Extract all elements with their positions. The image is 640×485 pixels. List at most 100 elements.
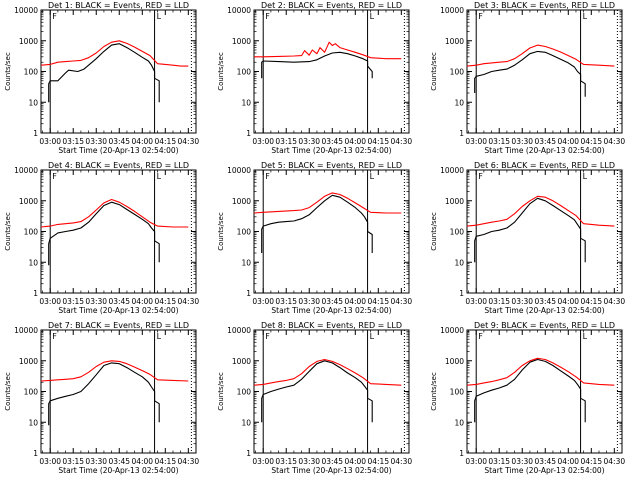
y-axis-label: Counts/sec [217,372,225,411]
x-tick-label: 04:00 [557,297,579,306]
panel-title: Det 8: BLACK = Events, RED = LLD [261,321,402,330]
panel-title: Det 1: BLACK = Events, RED = LLD [48,1,189,10]
y-tick-label: 10000 [440,166,464,175]
x-tick-label: 04:30 [178,297,200,306]
chart-panel-5: 1 10 100 1000 10000 03:00 03:15 03:30 03:45 04:00… [217,161,412,315]
y-tick-label: 10 [241,258,251,267]
plot-frame [253,169,410,294]
series-line-lld [254,41,402,60]
y-axis-label: Counts/sec [430,212,438,251]
marker-label-end: L [583,172,588,181]
x-tick-label: 03:45 [108,297,130,306]
marker-label-start: F [265,172,270,181]
x-tick-label: 03:15 [488,297,510,306]
y-tick-label: 1 [33,129,38,138]
x-tick-label: 03:30 [298,457,320,466]
marker-label-start: F [478,12,483,21]
x-axis-label: Start Time (20-Apr-13 02:54:00) [58,306,178,315]
x-tick-label: 04:30 [391,457,413,466]
x-tick-label: 03:15 [62,297,84,306]
marker-label-start: F [478,172,483,181]
x-tick-label: 03:00 [39,457,61,466]
x-tick-label: 03:15 [275,297,297,306]
y-axis-label: Counts/sec [217,212,225,251]
x-axis-label: Start Time (20-Apr-13 02:54:00) [271,306,391,315]
chart-panel-8: 1 10 100 1000 10000 03:00 03:15 03:30 03:45 04:00… [217,321,412,475]
y-tick-label: 1 [246,289,251,298]
x-tick-label: 03:45 [534,137,556,146]
x-tick-label: 03:15 [275,457,297,466]
marker-label-start: F [52,332,57,341]
panel-title: Det 6: BLACK = Events, RED = LLD [474,161,615,170]
y-tick-label: 10000 [14,6,38,15]
x-tick-label: 04:15 [580,137,602,146]
series-line-lld [253,358,402,386]
y-tick-label: 100 [24,388,39,397]
series-line-lld [466,195,615,227]
marker-label-start: F [265,12,270,21]
y-tick-label: 100 [237,68,252,77]
y-tick-label: 100 [237,388,252,397]
y-axis-label: Counts/sec [430,372,438,411]
plot-frame [253,329,410,454]
x-tick-label: 04:00 [131,297,153,306]
x-tick-label: 03:30 [511,457,533,466]
y-tick-label: 10 [454,418,464,427]
x-tick-label: 03:45 [534,457,556,466]
x-tick-label: 04:15 [580,457,602,466]
panel-title: Det 7: BLACK = Events, RED = LLD [48,321,189,330]
x-tick-label: 03:00 [39,137,61,146]
y-tick-label: 1 [33,289,38,298]
y-axis-label: Counts/sec [217,52,225,91]
series-line-lld [40,198,189,228]
x-tick-label: 03:00 [465,137,487,146]
plot-frame [253,9,410,134]
x-tick-label: 03:30 [511,297,533,306]
x-tick-label: 03:30 [298,137,320,146]
x-tick-label: 03:30 [85,137,107,146]
x-axis-label: Start Time (20-Apr-13 02:54:00) [484,306,604,315]
x-tick-label: 04:00 [131,137,153,146]
y-tick-label: 1000 [19,197,38,206]
chart-panel-7: 1 10 100 1000 10000 03:00 03:15 03:30 03:45 04:00… [4,321,199,475]
x-axis-label: Start Time (20-Apr-13 02:54:00) [484,466,604,475]
marker-label-end: L [370,332,375,341]
chart-panel-4: 1 10 100 1000 10000 03:00 03:15 03:30 03:45 04:00… [4,161,199,315]
marker-label-start: F [52,172,57,181]
x-tick-label: 03:30 [85,297,107,306]
y-tick-label: 10 [28,98,38,107]
y-tick-label: 1000 [232,197,251,206]
y-tick-label: 1000 [19,357,38,366]
x-axis-label: Start Time (20-Apr-13 02:54:00) [271,146,391,155]
x-tick-label: 04:15 [580,297,602,306]
x-tick-label: 03:00 [465,457,487,466]
y-tick-label: 1 [459,129,464,138]
x-tick-label: 04:30 [178,457,200,466]
x-tick-label: 04:30 [604,457,626,466]
marker-label-end: L [370,12,375,21]
x-tick-label: 04:30 [604,137,626,146]
series-line-events [261,51,373,79]
panel-title: Det 9: BLACK = Events, RED = LLD [474,321,615,330]
y-tick-label: 1 [246,129,251,138]
y-tick-label: 1000 [445,197,464,206]
x-tick-label: 03:15 [62,137,84,146]
marker-label-start: F [265,332,270,341]
x-tick-label: 03:45 [321,457,343,466]
x-tick-label: 03:45 [108,137,130,146]
chart-panel-6: 1 10 100 1000 10000 03:00 03:15 03:30 03:45 04:00… [430,161,625,315]
y-tick-label: 10000 [440,326,464,335]
panel-title: Det 4: BLACK = Events, RED = LLD [48,161,189,170]
y-tick-label: 100 [237,228,252,237]
x-tick-label: 04:15 [154,137,176,146]
y-tick-label: 10000 [14,166,38,175]
x-tick-label: 04:15 [367,137,389,146]
series-line-events [48,201,160,266]
series-line-lld [40,40,189,67]
x-tick-label: 04:00 [344,457,366,466]
series-line-events [48,43,160,103]
series-line-lld [253,192,402,214]
x-tick-label: 03:45 [321,137,343,146]
